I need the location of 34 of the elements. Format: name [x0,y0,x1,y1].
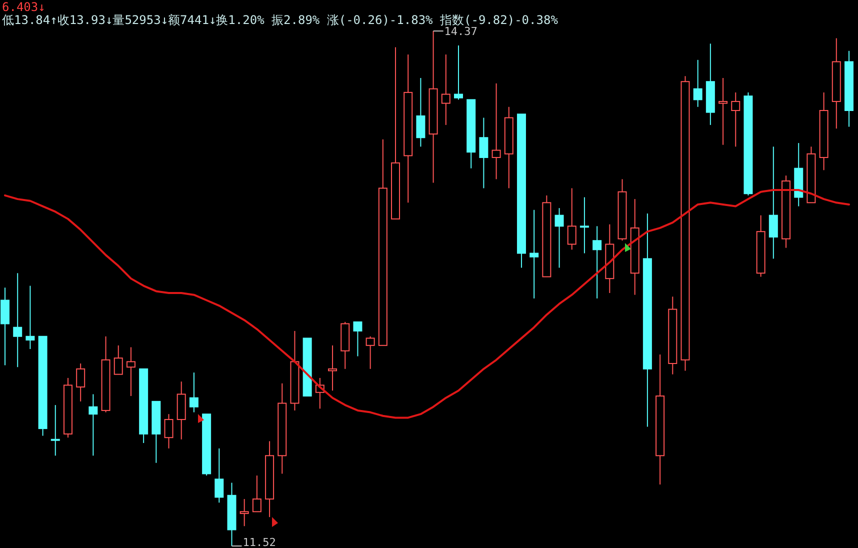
candlestick [768,146,778,260]
candlestick [416,77,426,148]
candlestick [580,196,589,254]
annotation: 14.37 [444,25,478,38]
candlestick [693,59,702,108]
candlestick [252,475,262,512]
candlestick [454,44,463,100]
candlestick [530,209,539,299]
annotation: 11.52 [242,536,276,548]
candlestick [492,82,501,180]
candlestick [126,346,136,397]
candlestick [114,344,123,375]
candlestick [50,404,60,456]
candlestick [567,188,576,250]
candlestick [592,226,602,299]
candlestick [88,394,98,456]
candlestick [366,336,375,370]
candlestick [554,208,564,268]
candlestick [13,272,22,368]
candlestick [0,287,10,366]
candlestick [240,498,249,527]
candlestick [731,92,740,148]
candlestick [76,362,86,402]
candlestick [718,77,728,146]
candlestick [479,117,488,189]
candlestick [441,54,450,126]
candlestick [328,344,338,392]
text: 低13.84↑收13.93↓量52953↓额7441↓换1.20% 振2.89% 涨(-0.26)-1.83% 指数(-9.82)-0.38% [2,13,559,27]
candlestick [189,372,198,413]
candlestick [214,448,224,504]
candlestick [26,285,35,350]
candlestick [164,414,174,449]
candlestick [353,321,362,357]
text: 6.403↓ [2,0,46,14]
